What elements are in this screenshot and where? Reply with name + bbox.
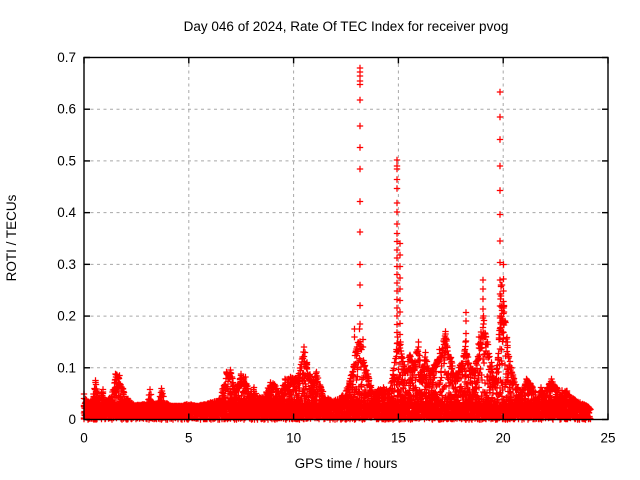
y-tick-label: 0.3 [57, 257, 76, 272]
tick-label-layer: 0 5 10 15 20 25 0 0.1 0.2 0.3 0.4 0.5 0.6 0.7 [57, 50, 615, 446]
x-tick-label: 10 [286, 431, 301, 446]
y-tick-label: 0.1 [57, 360, 76, 375]
chart-title: Day 046 of 2024, Rate Of TEC Index for r… [184, 19, 509, 34]
y-axis-title: ROTI / TECUs [4, 194, 19, 281]
x-tick-label: 15 [391, 431, 406, 446]
x-tick-label: 0 [80, 431, 88, 446]
y-tick-label: 0.6 [57, 102, 76, 117]
x-axis-title: GPS time / hours [295, 456, 398, 471]
y-tick-label: 0.7 [57, 50, 76, 65]
scatter-points [80, 64, 594, 423]
y-tick-label: 0.2 [57, 309, 76, 324]
frame-layer [83, 56, 609, 421]
grid-layer [84, 57, 608, 420]
x-tick-label: 25 [600, 431, 615, 446]
y-tick-label: 0.5 [57, 153, 76, 168]
x-tick-label: 5 [185, 431, 193, 446]
y-tick-label: 0.4 [57, 205, 76, 220]
y-tick-label: 0 [68, 412, 76, 427]
x-tick-label: 20 [496, 431, 511, 446]
plot-border [83, 56, 609, 421]
data-layer [80, 64, 594, 423]
